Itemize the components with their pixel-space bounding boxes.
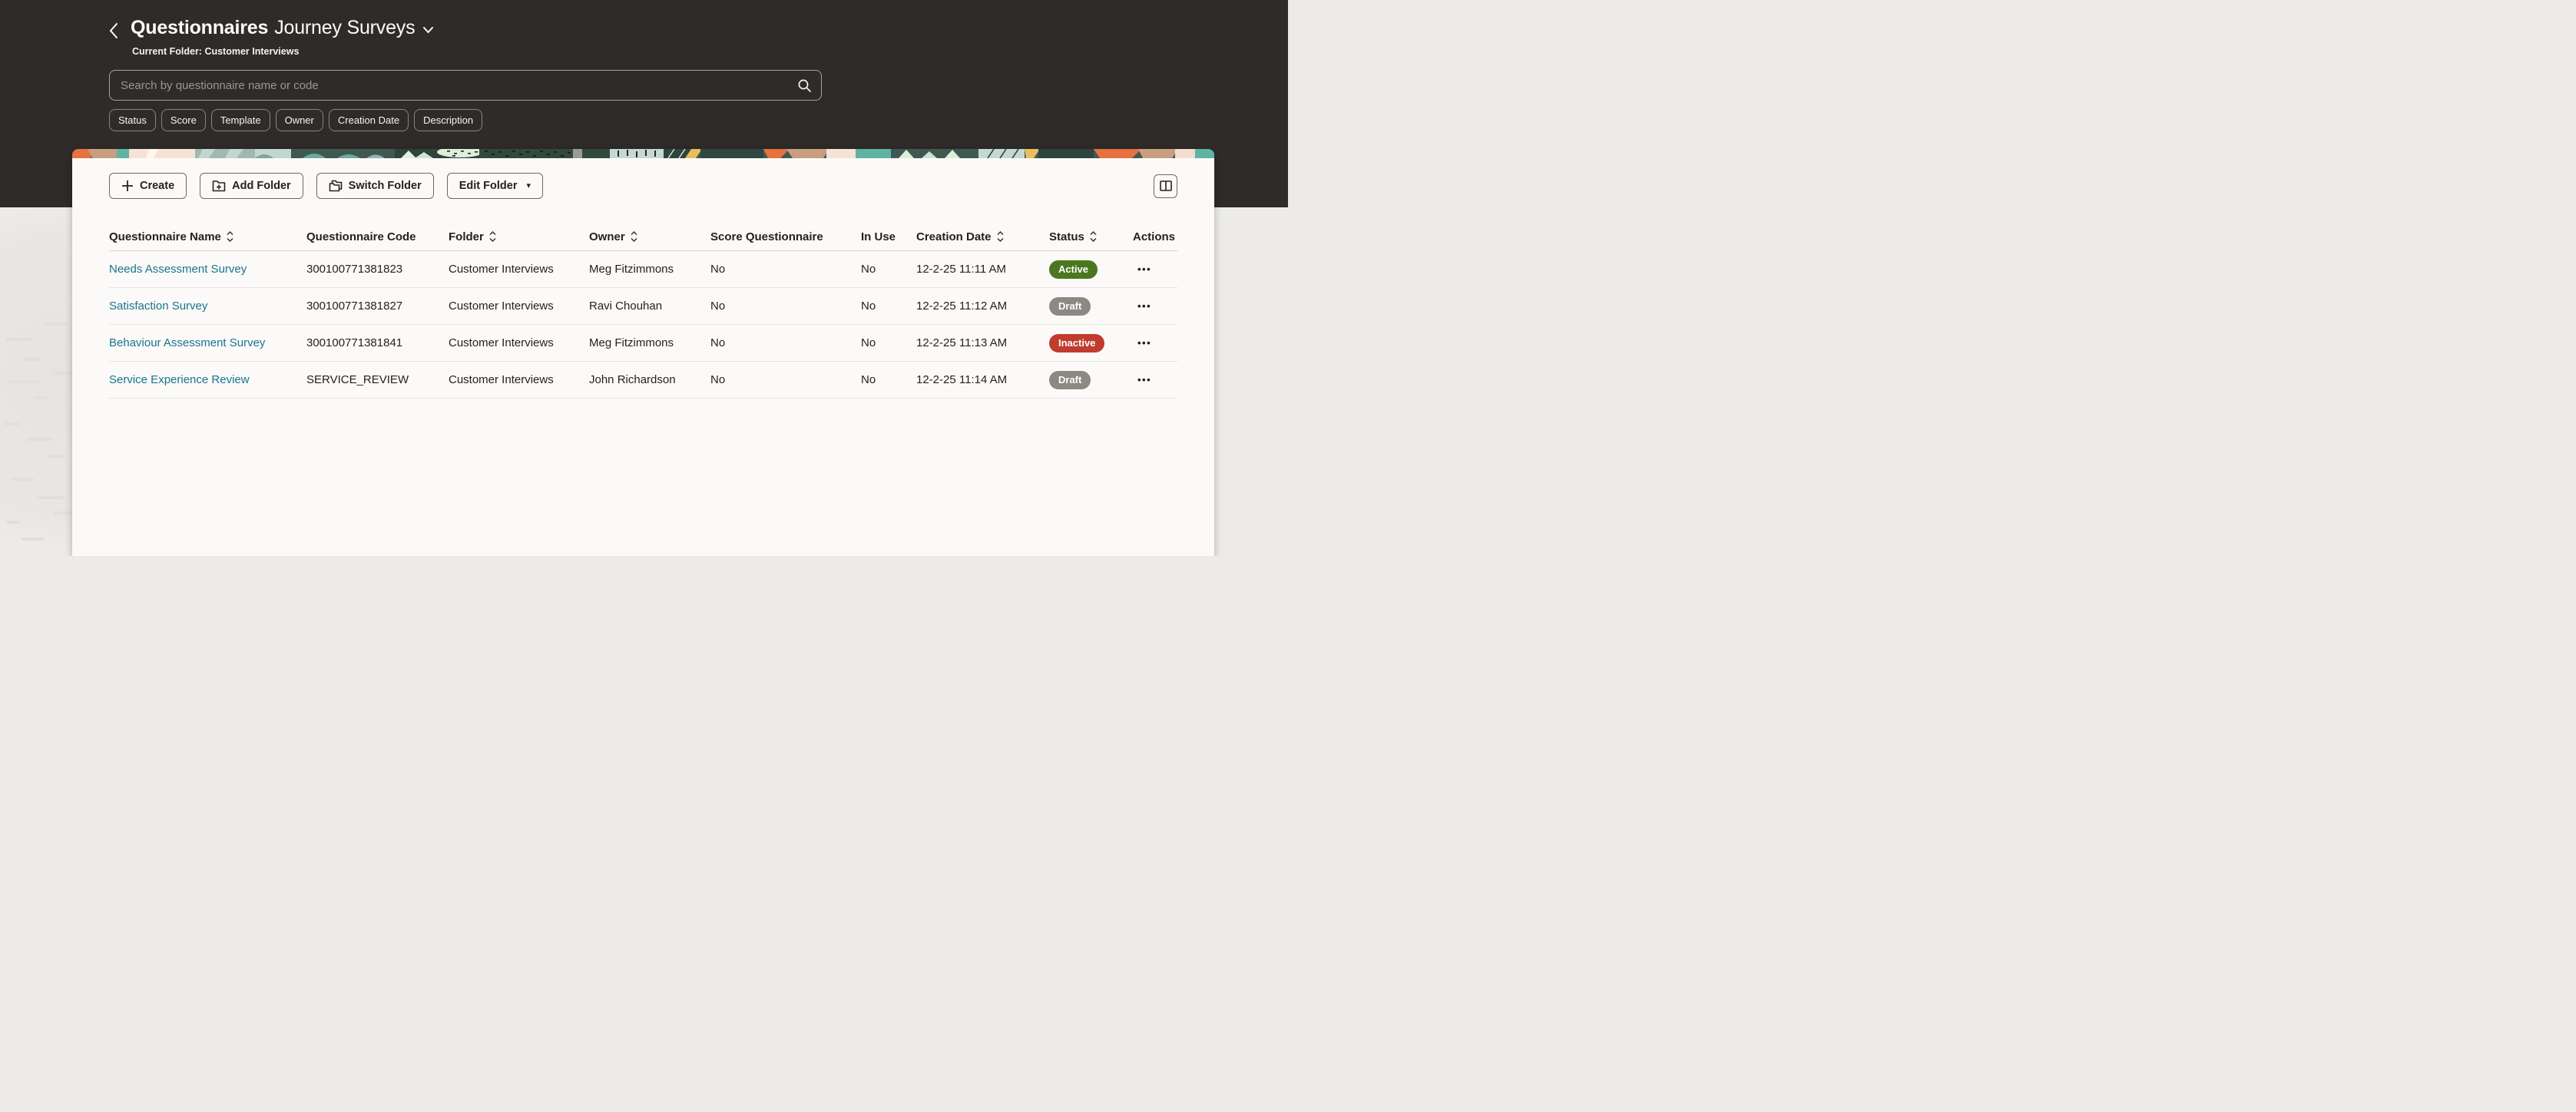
edit-folder-button-label: Edit Folder [459, 180, 518, 192]
row-actions-button[interactable]: ••• [1133, 371, 1156, 389]
title-dropdown-button[interactable] [422, 26, 434, 34]
column-header-owner[interactable]: Owner [589, 230, 710, 243]
owner: Ravi Chouhan [589, 300, 663, 313]
column-header-folder[interactable]: Folder [449, 230, 589, 243]
questionnaire-name-link[interactable]: Needs Assessment Survey [109, 263, 247, 276]
creation-date: 12-2-25 11:13 AM [916, 336, 1008, 349]
page-title: Questionnaires Journey Surveys [131, 17, 434, 39]
chevron-down-icon [422, 26, 434, 34]
edit-folder-button[interactable]: Edit Folder ▾ [446, 173, 544, 199]
filter-chip-score[interactable]: Score [161, 109, 206, 131]
in-use: No [861, 263, 876, 276]
filter-chip-owner[interactable]: Owner [275, 109, 323, 131]
table-row: Satisfaction Survey 300100771381827 Cust… [109, 288, 1177, 325]
switch-folder-button-label: Switch Folder [348, 180, 422, 192]
column-header-questionnaire-name[interactable]: Questionnaire Name [109, 230, 306, 243]
owner: Meg Fitzimmons [589, 263, 674, 276]
column-header-creation-date[interactable]: Creation Date [916, 230, 1049, 243]
owner: Meg Fitzimmons [589, 336, 674, 349]
toolbar: Create Add Folder Switch Folder Edit Fol… [109, 173, 1177, 199]
score-questionnaire: No [710, 263, 726, 276]
create-button-label: Create [140, 180, 175, 192]
table-row: Needs Assessment Survey 300100771381823 … [109, 251, 1177, 288]
page-title-primary: Questionnaires [131, 17, 269, 38]
search-box [109, 70, 822, 101]
folder: Customer Interviews [449, 300, 554, 313]
status-badge: Draft [1049, 296, 1091, 316]
split-panel-icon [1159, 180, 1172, 191]
row-actions-button[interactable]: ••• [1133, 297, 1156, 315]
back-button[interactable] [109, 21, 124, 41]
column-header-status[interactable]: Status [1049, 230, 1133, 243]
questionnaires-card: Create Add Folder Switch Folder Edit Fol… [72, 149, 1214, 556]
screen: Questionnaires Journey Surveys Current F… [0, 0, 1288, 556]
table-header-row: Questionnaire Name Questionnaire Code Fo… [109, 223, 1177, 251]
caret-down-icon: ▾ [526, 180, 531, 190]
row-actions-button[interactable]: ••• [1133, 260, 1156, 278]
filter-chip-creation-date[interactable]: Creation Date [328, 109, 409, 131]
score-questionnaire: No [710, 373, 726, 386]
column-header-score-questionnaire: Score Questionnaire [710, 230, 823, 243]
plus-icon [121, 180, 134, 192]
creation-date: 12-2-25 11:12 AM [916, 300, 1008, 313]
in-use: No [861, 336, 876, 349]
creation-date: 12-2-25 11:11 AM [916, 263, 1007, 276]
add-folder-button[interactable]: Add Folder [200, 173, 303, 199]
sort-icon [1090, 231, 1097, 242]
questionnaire-code: 300100771381841 [306, 336, 403, 349]
sort-icon [489, 231, 496, 242]
column-header-in-use: In Use [861, 230, 896, 243]
owner: John Richardson [589, 373, 676, 386]
table-row: Behaviour Assessment Survey 300100771381… [109, 325, 1177, 362]
column-header-questionnaire-code: Questionnaire Code [306, 230, 416, 243]
filter-chip-status[interactable]: Status [109, 109, 156, 131]
questionnaires-table: Questionnaire Name Questionnaire Code Fo… [109, 223, 1177, 399]
switch-folder-button[interactable]: Switch Folder [316, 173, 434, 199]
current-folder-label: Current Folder: Customer Interviews [132, 46, 300, 57]
search-button[interactable] [797, 78, 821, 93]
sort-icon [997, 231, 1004, 242]
in-use: No [861, 373, 876, 386]
column-header-actions: Actions [1133, 230, 1176, 243]
score-questionnaire: No [710, 300, 726, 313]
sort-icon [227, 231, 233, 242]
filter-chips: Status Score Template Owner Creation Dat… [109, 109, 483, 131]
questionnaire-name-link[interactable]: Satisfaction Survey [109, 300, 208, 313]
folder: Customer Interviews [449, 263, 554, 276]
sort-icon [631, 231, 637, 242]
questionnaire-code: 300100771381827 [306, 300, 403, 313]
search-input[interactable] [110, 71, 797, 100]
chevron-left-icon [109, 22, 118, 39]
page-title-secondary: Journey Surveys [274, 17, 416, 38]
filter-chip-template[interactable]: Template [210, 109, 270, 131]
add-folder-button-label: Add Folder [232, 180, 291, 192]
score-questionnaire: No [710, 336, 726, 349]
add-folder-icon [212, 180, 226, 192]
table-row: Service Experience Review SERVICE_REVIEW… [109, 362, 1177, 399]
status-badge: Draft [1049, 370, 1091, 389]
creation-date: 12-2-25 11:14 AM [916, 373, 1008, 386]
switch-folder-icon [329, 180, 343, 192]
questionnaire-name-link[interactable]: Service Experience Review [109, 373, 250, 386]
questionnaire-code: SERVICE_REVIEW [306, 373, 409, 386]
folder: Customer Interviews [449, 336, 554, 349]
decorative-banner [72, 149, 1214, 158]
in-use: No [861, 300, 876, 313]
questionnaire-code: 300100771381823 [306, 263, 403, 276]
status-badge: Active [1049, 260, 1098, 279]
toolbar-buttons: Create Add Folder Switch Folder Edit Fol… [109, 173, 544, 199]
status-badge: Inactive [1049, 333, 1105, 352]
create-button[interactable]: Create [109, 173, 187, 199]
search-icon [797, 78, 812, 93]
questionnaire-name-link[interactable]: Behaviour Assessment Survey [109, 336, 266, 349]
filter-chip-description[interactable]: Description [414, 109, 483, 131]
split-panel-toggle-button[interactable] [1154, 174, 1177, 198]
folder: Customer Interviews [449, 373, 554, 386]
row-actions-button[interactable]: ••• [1133, 334, 1156, 352]
